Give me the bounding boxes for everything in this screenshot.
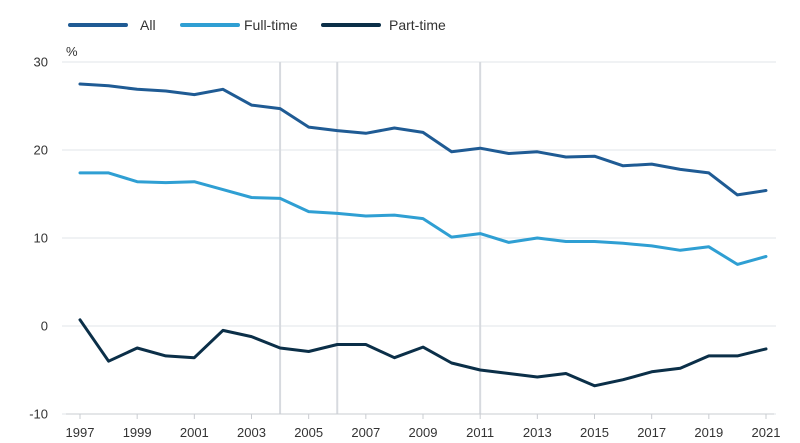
x-tick-label: 2005 [294,425,323,440]
x-tick-label: 2017 [637,425,666,440]
y-tick-label: 10 [34,231,48,246]
y-axis-unit-label: % [66,44,78,59]
x-tick-label: 2003 [237,425,266,440]
y-tick-label: 0 [41,319,48,334]
axes: -10 0 10 20 30 1997 1999 2001 2003 2005 2007 2009 20… [29,55,780,441]
x-tick-label: 1997 [66,425,95,440]
series-line-full-time [78,171,768,266]
series-line-part-time [78,318,768,388]
x-tick-label: 2011 [466,425,494,440]
series-lines [78,82,768,388]
x-tick-label: 2009 [409,425,438,440]
legend-label-part-time: Part-time [389,17,446,33]
y-tick-label: 30 [34,55,48,70]
x-tick-label: 2001 [180,425,209,440]
legend-label-all: All [140,17,156,33]
x-tick-label: 1999 [123,425,152,440]
x-tick-label: 2019 [694,425,723,440]
legend-label-full-time: Full-time [244,17,298,33]
x-tick-label: 2007 [351,425,380,440]
y-tick-label: 20 [34,143,48,158]
series-line-all [78,82,768,197]
x-tick-label: 2021 [752,425,781,440]
y-tick-label: -10 [29,407,48,422]
legend: All Full-time Part-time [68,17,446,33]
vertical-markers [279,62,482,414]
grid-layer [62,61,776,415]
x-tick-label: 2015 [580,425,609,440]
x-tick-label: 2013 [523,425,552,440]
